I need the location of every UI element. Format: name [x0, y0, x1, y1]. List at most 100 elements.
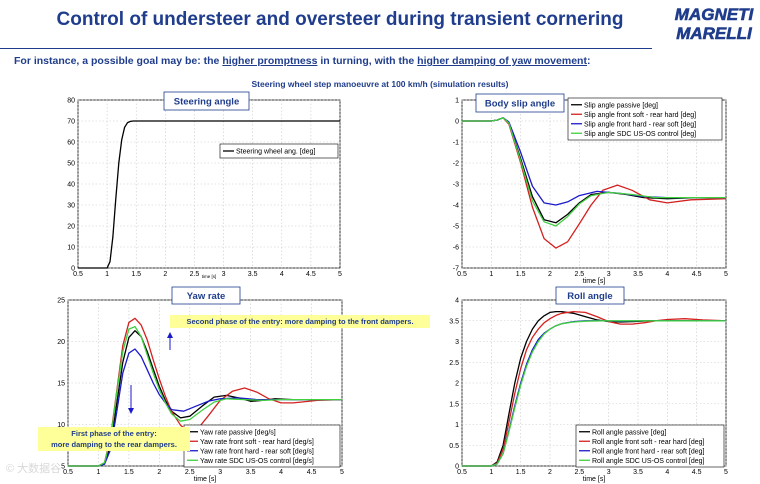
svg-text:MARELLI: MARELLI: [676, 24, 753, 42]
subtitle-text: For instance, a possible goal may be: th…: [14, 55, 223, 67]
x-tick-label: 1: [96, 469, 100, 476]
y-tick-label: -7: [453, 266, 459, 273]
chart-title-box: [475, 93, 565, 113]
callout-line: more damping to the rear dampers.: [51, 440, 177, 449]
x-tick-label: 5: [724, 271, 728, 278]
x-tick-label: 2: [157, 469, 161, 476]
subtitle-emphasis: higher damping of yaw movement: [417, 55, 587, 67]
x-tick-label: 2.5: [574, 271, 584, 278]
y-tick-label: -6: [453, 245, 459, 252]
legend-box: [219, 143, 339, 159]
y-tick-label: 3.5: [449, 318, 459, 325]
callout-second-phase: Second phase of the entry: more damping …: [170, 315, 430, 328]
y-tick-label: 15: [57, 381, 65, 388]
legend-label: Roll angle front hard - rear soft [deg]: [592, 448, 705, 455]
chart-title: Body slip angle: [485, 99, 555, 110]
x-axis-label: time [s]: [583, 278, 606, 285]
legend-box: [567, 97, 723, 141]
legend-label: Steering wheel ang. [deg]: [236, 149, 315, 156]
x-tick-label: 1: [489, 271, 493, 278]
x-tick-label: 0.5: [457, 469, 467, 476]
y-tick-label: 5: [61, 464, 65, 471]
x-tick-label: 4.5: [306, 271, 316, 278]
x-tick-label: 4: [665, 271, 669, 278]
chart-caption: Steering wheel step manoeuvre at 100 km/…: [251, 79, 509, 89]
callout-first-phase: First phase of the entry: more damping to…: [38, 427, 190, 451]
x-tick-label: 5: [338, 271, 342, 278]
x-tick-label: 3.5: [246, 469, 256, 476]
legend-label: Roll angle passive [deg]: [592, 429, 666, 436]
y-tick-label: 0: [455, 119, 459, 126]
legend-box: [575, 424, 725, 468]
series-line: [462, 320, 726, 467]
x-tick-label: 4: [665, 469, 669, 476]
chart-steering-angle: 0.5 1 1.5 2 2.5 3 3.5 4 4.5 501020304050607080tim…: [67, 91, 342, 279]
legend-box: [183, 424, 341, 468]
y-tick-label: -2: [453, 161, 459, 168]
title-divider: [0, 48, 652, 49]
chart-title: Roll angle: [567, 291, 612, 302]
legend-label: Slip angle passive [deg]: [584, 102, 658, 109]
y-tick-label: -5: [453, 224, 459, 231]
x-tick-label: 3: [607, 271, 611, 278]
magneti-marelli-logo: MAGNETI MARELLI: [675, 5, 755, 42]
legend-label: Slip angle front soft - rear hard [deg]: [584, 112, 696, 119]
x-tick-label: 0.5: [457, 271, 467, 278]
x-tick-label: 1: [105, 271, 109, 278]
y-tick-label: 60: [67, 140, 75, 147]
x-tick-label: 3: [607, 469, 611, 476]
x-tick-label: 1: [489, 469, 493, 476]
x-tick-label: 5: [724, 469, 728, 476]
subtitle-text: in turning, with the: [317, 55, 418, 67]
x-tick-label: 2.5: [190, 271, 200, 278]
legend-label: Yaw rate front soft - rear hard [deg/s]: [200, 439, 314, 446]
x-tick-label: 2.5: [185, 469, 195, 476]
y-tick-label: 30: [67, 203, 75, 210]
y-tick-label: 1: [455, 422, 459, 429]
x-tick-label: 1.5: [516, 271, 526, 278]
y-tick-label: 2: [455, 381, 459, 388]
x-tick-label: 1.5: [516, 469, 526, 476]
chart-title: Steering angle: [174, 97, 239, 108]
arrow-head: [128, 408, 134, 414]
legend-label: Yaw rate front hard - rear soft [deg/s]: [200, 448, 314, 455]
y-tick-label: 25: [57, 298, 65, 305]
legend-label: Roll angle front soft - rear hard [deg]: [592, 439, 705, 446]
y-tick-label: 0: [455, 464, 459, 471]
y-tick-label: 20: [67, 224, 75, 231]
series-line: [462, 117, 726, 227]
callout-line: First phase of the entry:: [71, 429, 157, 438]
y-tick-label: -3: [453, 182, 459, 189]
x-axis-label: time [s]: [194, 476, 217, 483]
y-tick-label: -1: [453, 140, 459, 147]
subtitle-emphasis: higher promptness: [222, 55, 318, 67]
chart-title-box: [163, 91, 250, 111]
subtitle-text: :: [586, 55, 591, 67]
chart-body-slip-angle: 0.5 1 1.5 2 2.5 3 3.5 4 4.5 5 1 0 -1 -2 -3 -4 -5 -6 -7 time…: [453, 93, 728, 285]
x-tick-label: 4: [280, 271, 284, 278]
y-tick-label: 2.5: [449, 360, 459, 367]
x-tick-label: 4: [279, 469, 283, 476]
x-tick-label: 3.5: [248, 271, 258, 278]
x-axis-label: time [s]: [583, 476, 606, 483]
y-tick-label: 20: [57, 339, 65, 346]
x-tick-label: 2: [163, 271, 167, 278]
x-tick-label: 3.5: [633, 271, 643, 278]
y-tick-label: 50: [67, 161, 75, 168]
series-line: [78, 120, 340, 269]
legend-label: Roll angle SDC US-OS control [deg]: [592, 458, 704, 465]
chart-title-box: [171, 286, 241, 305]
x-tick-label: 2: [548, 271, 552, 278]
y-tick-label: 1: [455, 98, 459, 105]
chart-title: Yaw rate: [187, 291, 226, 302]
x-tick-label: 4.5: [692, 271, 702, 278]
chart-title-box: [555, 286, 625, 305]
x-tick-label: 5: [340, 469, 344, 476]
y-tick-label: 70: [67, 119, 75, 126]
x-tick-label: 1.5: [124, 469, 134, 476]
svg-text:MAGNETI: MAGNETI: [675, 5, 755, 24]
y-tick-label: 4: [455, 298, 459, 305]
y-tick-label: 0: [71, 266, 75, 273]
x-tick-label: 4.5: [307, 469, 317, 476]
